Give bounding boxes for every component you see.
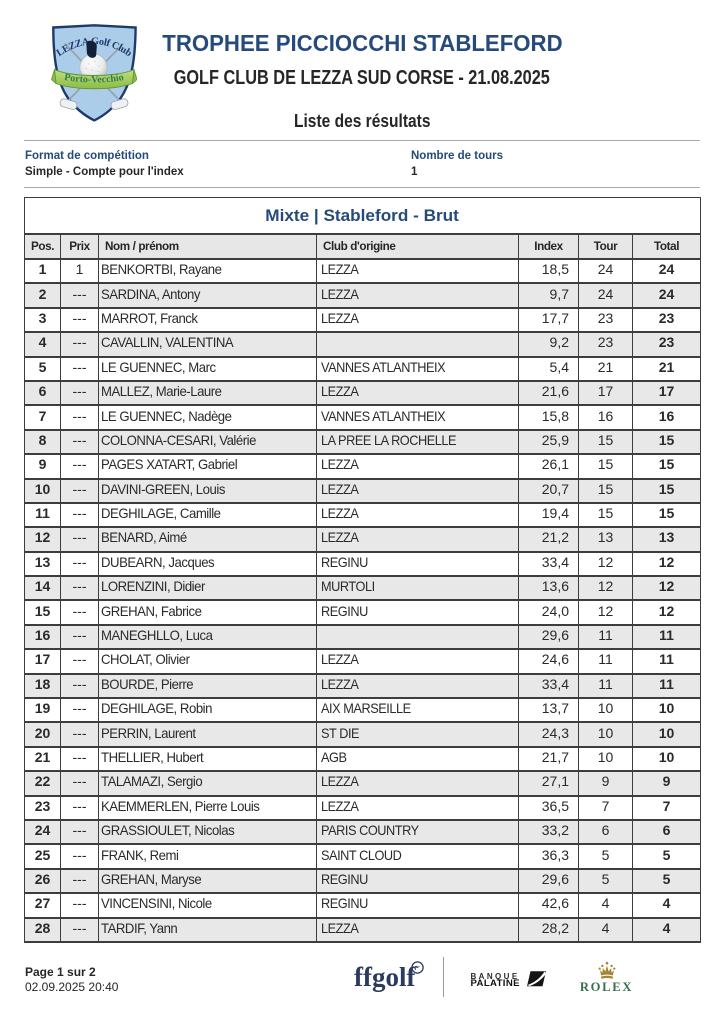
svg-text:PALATINE: PALATINE	[471, 978, 521, 989]
svg-text:BANQUE: BANQUE	[471, 972, 520, 981]
svg-text:Porto-Vecchio: Porto-Vecchio	[64, 72, 125, 85]
svg-text:ROLEX: ROLEX	[580, 980, 633, 994]
